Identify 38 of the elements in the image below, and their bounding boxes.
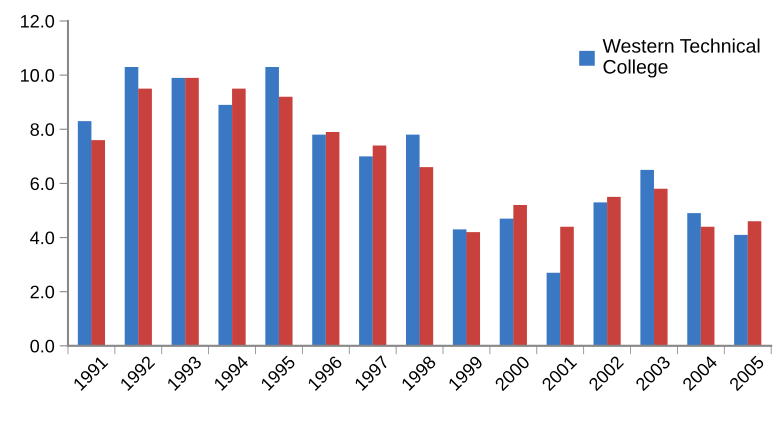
bar (687, 213, 701, 346)
bar (278, 96, 293, 346)
bar (78, 121, 92, 346)
bar (452, 229, 466, 346)
bar (232, 88, 246, 346)
bar (326, 132, 340, 346)
y-tick-label: 8.0 (30, 123, 54, 136)
y-tick-label: 6.0 (30, 177, 54, 190)
bar (218, 104, 232, 346)
bar (546, 272, 560, 346)
bar (700, 226, 714, 346)
bar (734, 234, 748, 346)
bar (748, 221, 762, 346)
y-tick-label: 2.0 (30, 286, 54, 298)
bar (594, 202, 608, 346)
bar (406, 134, 420, 346)
bar (124, 66, 138, 346)
y-tick-label: 10.0 (21, 69, 54, 82)
legend-label: Western Technical College (602, 38, 760, 78)
bar (172, 78, 186, 346)
bar (500, 218, 514, 346)
bar (513, 205, 527, 346)
y-tick-label: 12.0 (21, 14, 54, 28)
bar (420, 167, 434, 346)
bar (359, 156, 373, 346)
bar (138, 88, 152, 346)
bar (312, 134, 326, 346)
bar (607, 196, 621, 346)
bar (91, 140, 106, 346)
bar (640, 170, 654, 346)
bar (466, 232, 480, 346)
bar (372, 146, 386, 346)
bar (185, 78, 199, 346)
bar (560, 226, 574, 346)
bar (654, 188, 668, 346)
y-tick-label: 4.0 (30, 231, 54, 244)
y-tick-label: 0.0 (30, 340, 54, 353)
bar (265, 66, 279, 346)
